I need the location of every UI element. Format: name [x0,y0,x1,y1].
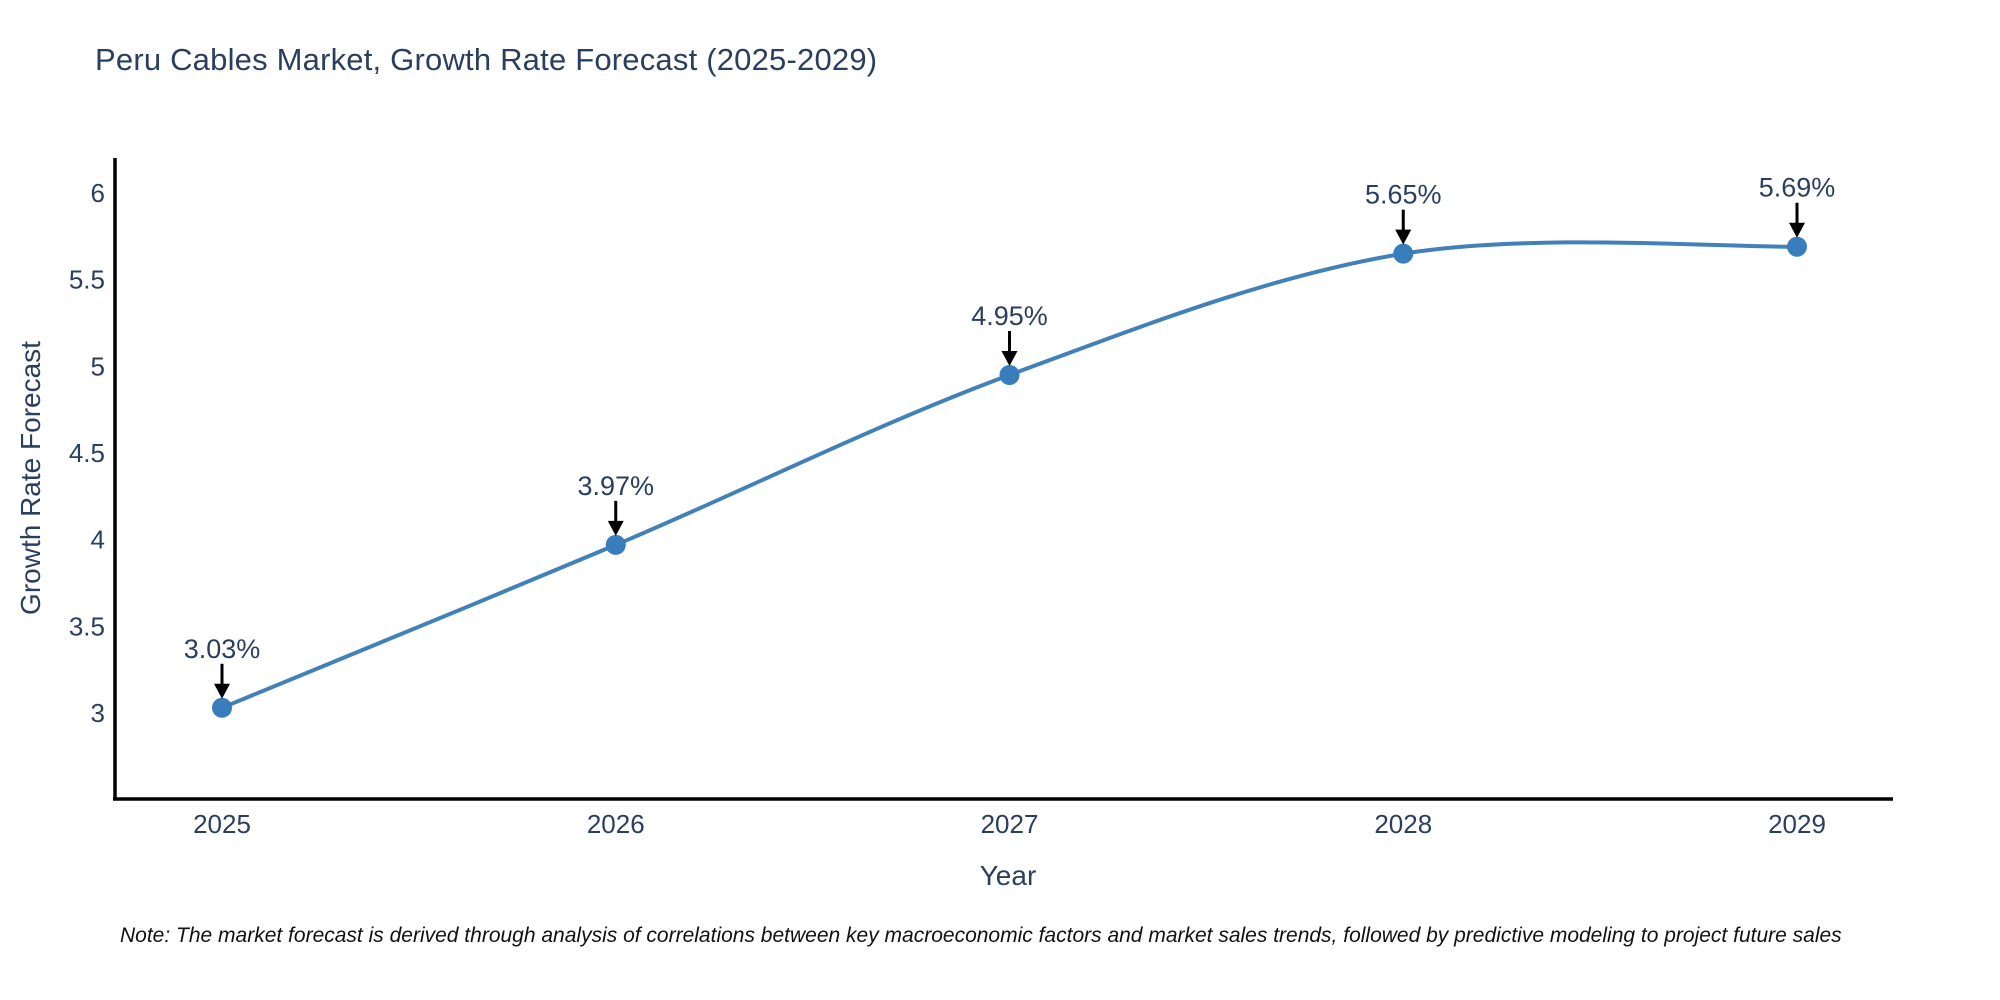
x-tick-label: 2029 [1768,809,1826,839]
annotation-arrowhead-icon [1789,222,1805,238]
x-tick-label: 2025 [193,809,251,839]
data-point-marker [999,365,1020,386]
y-tick-label: 4.5 [69,438,105,468]
data-point-label: 3.97% [577,471,654,501]
data-point-marker [605,534,626,555]
data-point-marker [1787,236,1807,257]
y-tick-label: 4 [91,525,105,555]
y-tick-label: 3 [91,698,105,728]
x-tick-label: 2028 [1374,809,1432,839]
footnote: Note: The market forecast is derived thr… [120,924,1842,947]
data-point-label: 3.03% [184,634,261,664]
annotation-arrowhead-icon [214,683,230,699]
data-point-marker [212,697,232,718]
annotation-arrowhead-icon [607,520,624,536]
chart-title: Peru Cables Market, Growth Rate Forecast… [95,42,878,77]
x-tick-label: 2026 [587,809,645,839]
y-tick-label: 5.5 [69,265,105,295]
data-point-marker [1393,243,1414,264]
data-point-label: 4.95% [971,301,1048,331]
x-tick-label: 2027 [981,809,1039,839]
data-point-label: 5.65% [1365,180,1442,210]
y-tick-label: 5 [91,351,105,381]
data-point-label: 5.69% [1759,173,1836,203]
x-axis-title: Year [979,860,1037,891]
y-tick-label: 3.5 [69,611,105,641]
y-tick-label: 6 [91,178,105,208]
annotation-arrowhead-icon [1395,229,1412,245]
annotation-arrowhead-icon [1001,351,1018,367]
